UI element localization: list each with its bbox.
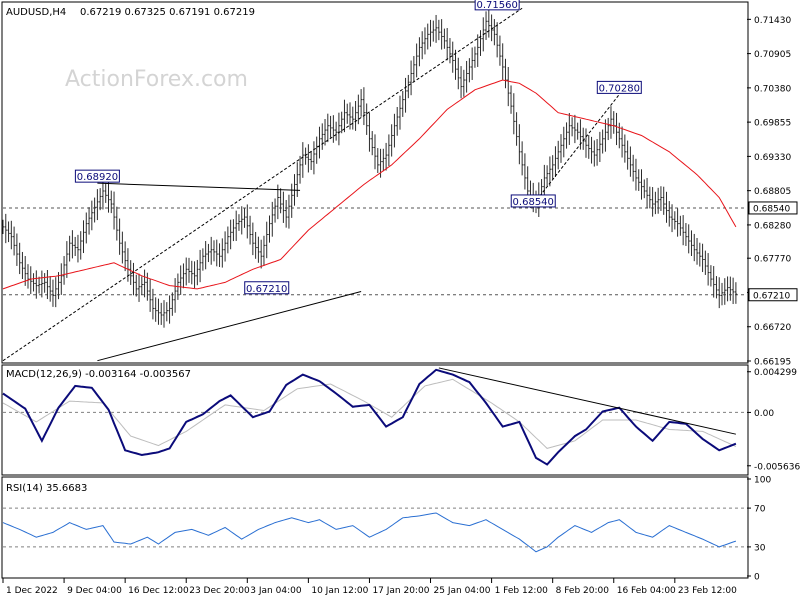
- price-level-label: 0.70280: [599, 83, 640, 94]
- time-axis-label: 23 Feb 12:00: [678, 586, 737, 596]
- watermark: ActionForex.com: [65, 67, 248, 92]
- time-axis-label: 10 Jan 12:00: [311, 586, 368, 596]
- trend-line: [97, 291, 362, 362]
- macd-line: [2, 368, 737, 466]
- price-level-box: [510, 194, 556, 208]
- price-axis-marker-label: 0.68540: [753, 204, 790, 214]
- moving-average-line: [2, 79, 737, 290]
- rsi-title: RSI(14) 35.6683: [6, 483, 87, 494]
- price-level-label: 0.67210: [246, 284, 287, 295]
- price-axis-marker-label: 0.67210: [753, 291, 790, 301]
- price-axis-label: 0.66195: [754, 358, 791, 368]
- price-axis-label: 0.70905: [754, 50, 791, 60]
- rsi-panel-frame: [1, 476, 749, 579]
- macd-axis-label: -0.005636: [754, 462, 800, 472]
- time-axis-label: 23 Dec 20:00: [189, 586, 250, 596]
- price-axis-label: 0.69330: [754, 153, 791, 163]
- price-level-label: 0.68540: [513, 197, 554, 208]
- price-axis-label: 0.68280: [754, 221, 791, 231]
- rsi-axis-label: 100: [754, 476, 771, 486]
- symbol-label: AUDUSD,H4: [6, 7, 66, 18]
- time-axis-label: 1 Feb 12:00: [495, 586, 549, 596]
- price-level-label: 0.71560: [476, 0, 517, 11]
- trend-line: [530, 94, 620, 209]
- time-axis-label: 3 Jan 04:00: [250, 586, 302, 596]
- price-level-label: 0.68920: [77, 172, 118, 183]
- price-level-box: [244, 281, 290, 295]
- macd-title: MACD(12,26,9) -0.003164 -0.003567: [6, 369, 191, 380]
- price-axis-label: 0.70380: [754, 84, 791, 94]
- price-level-box: [596, 80, 642, 94]
- price-axis-marker: [748, 201, 798, 215]
- rsi-axis-label: 0: [754, 573, 760, 583]
- time-axis-label: 9 Dec 04:00: [67, 586, 122, 596]
- trend-line: [97, 182, 301, 191]
- time-axis-label: 8 Feb 20:00: [556, 586, 610, 596]
- rsi-layer: [2, 507, 747, 553]
- macd-layer: [2, 367, 747, 466]
- price-level-box: [74, 169, 120, 183]
- price-level-box: [474, 0, 520, 11]
- trend-line: [2, 7, 523, 362]
- price-axis-label: 0.67770: [754, 255, 791, 265]
- axis-layer: 0.71430 0.70905 0.70380 0.69855 0.69330 0.688…: [2, 16, 800, 596]
- rsi-line: [2, 512, 737, 553]
- price-panel-frame: [1, 1, 749, 364]
- time-axis-label: 17 Jan 20:00: [372, 586, 429, 596]
- price-axis-label: 0.71430: [754, 16, 791, 26]
- price-axis-label: 0.66720: [754, 323, 791, 333]
- time-axis-label: 1 Dec 2022: [6, 586, 58, 596]
- price-layer: 0.71560 0.70280 0.68920 0.68540 0.67210: [1, 0, 747, 362]
- rsi-axis-label: 30: [754, 543, 766, 553]
- time-axis-label: 25 Jan 04:00: [434, 586, 491, 596]
- rsi-axis-label: 70: [754, 505, 766, 515]
- ohlc-label: 0.67219 0.67325 0.67191 0.67219: [80, 7, 255, 18]
- price-axis-marker: [748, 288, 798, 302]
- macd-axis-label: 0.00: [754, 409, 774, 419]
- time-axis-label: 16 Dec 12:00: [128, 586, 189, 596]
- price-axis-label: 0.69855: [754, 119, 791, 129]
- macd-trend-line: [438, 367, 737, 435]
- time-axis-label: 16 Feb 04:00: [617, 586, 676, 596]
- price-axis-label: 0.68805: [754, 187, 791, 197]
- macd-axis-label: 0.004299: [754, 368, 797, 378]
